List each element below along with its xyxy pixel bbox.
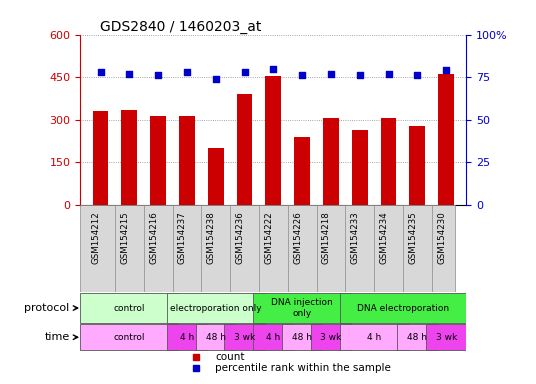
Text: GSM154237: GSM154237 <box>178 212 187 265</box>
Text: time: time <box>44 332 70 342</box>
Point <box>240 69 249 75</box>
Text: GDS2840 / 1460203_at: GDS2840 / 1460203_at <box>100 20 261 33</box>
Text: protocol: protocol <box>25 303 70 313</box>
Bar <box>150 116 166 205</box>
Text: 3 wk: 3 wk <box>436 333 457 342</box>
FancyBboxPatch shape <box>167 293 265 323</box>
Point <box>355 72 364 78</box>
Text: control: control <box>114 304 145 313</box>
Text: count: count <box>215 352 245 362</box>
Text: 3 wk: 3 wk <box>321 333 341 342</box>
Bar <box>93 111 108 205</box>
Text: 4 h: 4 h <box>367 333 381 342</box>
Point <box>298 72 307 78</box>
Text: GSM154216: GSM154216 <box>149 212 158 265</box>
Point <box>183 69 191 75</box>
Bar <box>208 148 224 205</box>
Text: GSM154235: GSM154235 <box>408 212 418 265</box>
Text: 4 h: 4 h <box>180 333 194 342</box>
Point <box>125 71 133 77</box>
Text: 3 wk: 3 wk <box>234 333 255 342</box>
Text: GSM154215: GSM154215 <box>121 212 129 265</box>
FancyBboxPatch shape <box>311 324 351 350</box>
Bar <box>438 74 454 205</box>
FancyBboxPatch shape <box>340 324 409 350</box>
FancyBboxPatch shape <box>80 324 178 350</box>
Text: electroporation only: electroporation only <box>170 304 262 313</box>
FancyBboxPatch shape <box>340 293 466 323</box>
FancyBboxPatch shape <box>80 205 455 292</box>
Text: percentile rank within the sample: percentile rank within the sample <box>215 363 391 373</box>
Text: GSM154226: GSM154226 <box>293 212 302 265</box>
Point <box>442 67 450 73</box>
Point <box>384 71 393 77</box>
Text: DNA injection
only: DNA injection only <box>271 298 333 318</box>
Bar <box>236 94 252 205</box>
Text: 4 h: 4 h <box>266 333 280 342</box>
Text: GSM154212: GSM154212 <box>92 212 101 265</box>
Text: GSM154222: GSM154222 <box>264 212 273 265</box>
Text: DNA electroporation: DNA electroporation <box>357 304 449 313</box>
Text: 48 h: 48 h <box>292 333 312 342</box>
Bar <box>410 126 425 205</box>
FancyBboxPatch shape <box>397 324 437 350</box>
Point <box>269 66 278 72</box>
Bar <box>179 116 195 205</box>
Point <box>96 69 105 75</box>
Text: GSM154236: GSM154236 <box>235 212 244 265</box>
Bar <box>381 118 397 205</box>
FancyBboxPatch shape <box>167 324 207 350</box>
FancyBboxPatch shape <box>225 324 265 350</box>
FancyBboxPatch shape <box>253 293 351 323</box>
Point <box>326 71 335 77</box>
FancyBboxPatch shape <box>282 324 322 350</box>
Point <box>212 76 220 82</box>
Text: control: control <box>114 333 145 342</box>
Text: GSM154218: GSM154218 <box>322 212 331 265</box>
Bar <box>265 76 281 205</box>
Bar <box>352 129 368 205</box>
Bar <box>323 118 339 205</box>
Text: GSM154233: GSM154233 <box>351 212 360 265</box>
Text: 48 h: 48 h <box>407 333 427 342</box>
Text: GSM154238: GSM154238 <box>207 212 216 265</box>
Text: 48 h: 48 h <box>206 333 226 342</box>
Bar <box>294 137 310 205</box>
Point <box>154 72 162 78</box>
FancyBboxPatch shape <box>80 293 178 323</box>
Point <box>413 72 422 78</box>
Bar <box>122 110 137 205</box>
Text: GSM154234: GSM154234 <box>379 212 389 265</box>
FancyBboxPatch shape <box>196 324 236 350</box>
FancyBboxPatch shape <box>253 324 294 350</box>
FancyBboxPatch shape <box>426 324 466 350</box>
Text: GSM154230: GSM154230 <box>437 212 446 265</box>
